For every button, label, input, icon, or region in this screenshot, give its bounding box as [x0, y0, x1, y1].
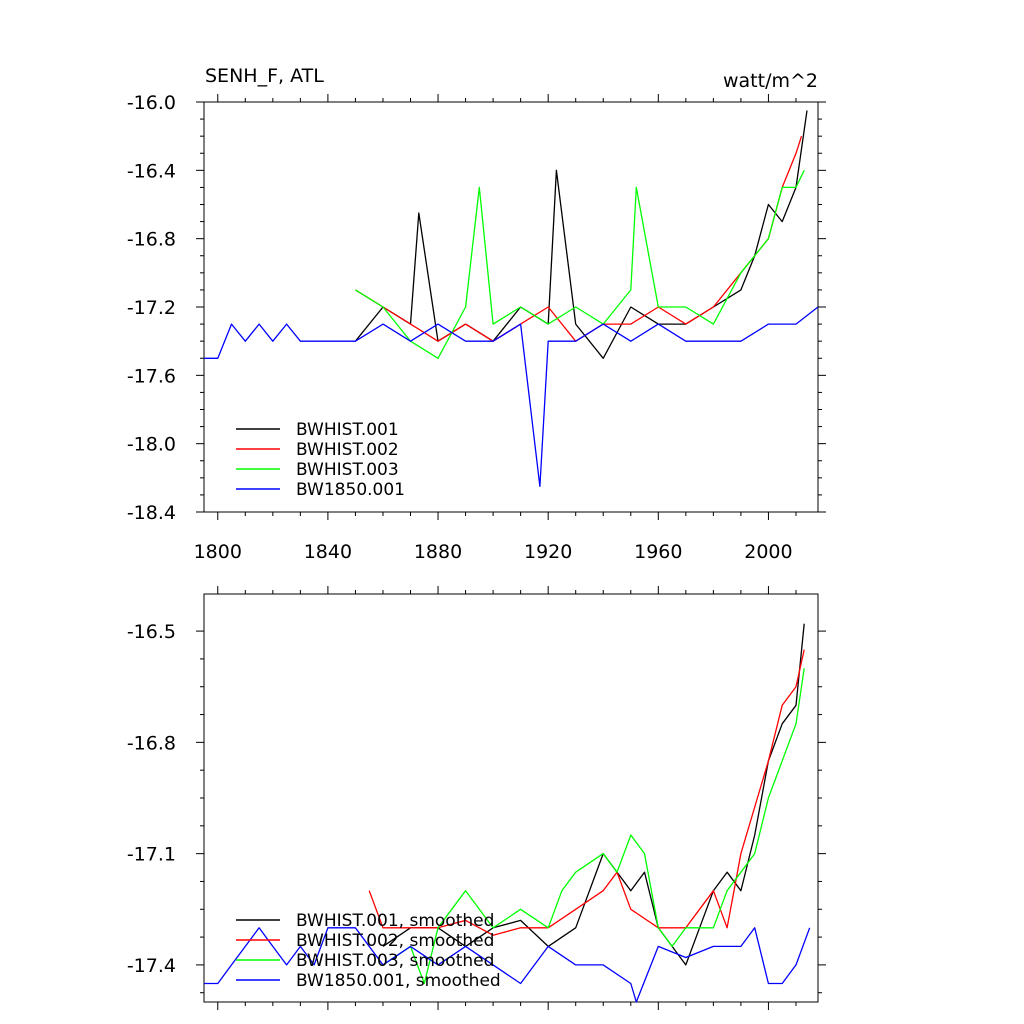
series-line-bwhist-002	[368, 649, 805, 936]
legend-label: BW1850.001	[296, 480, 405, 500]
series-line-bwhist-003	[382, 668, 805, 985]
y-tick-label: -16.4	[127, 160, 176, 182]
legend-label: BWHIST.003	[296, 460, 399, 480]
x-tick-label: 1800	[194, 541, 242, 563]
x-tick-label: 1840	[304, 541, 352, 563]
y-tick-label: -16.5	[127, 621, 176, 643]
x-tick-label: 2000	[744, 541, 792, 563]
legend-label: BWHIST.001	[296, 420, 399, 440]
y-tick-label: -16.8	[127, 732, 176, 754]
y-tick-label: -17.2	[127, 297, 176, 319]
top-chart-units: watt/m^2	[723, 70, 818, 92]
series-line-bwhist-001	[382, 623, 805, 966]
series-line-bwhist-001	[354, 110, 808, 359]
series-line-bw1850-001	[204, 927, 811, 1003]
bottom-panel: -16.5 -16.8 -17.1 -17.4 BWHIST.001, smoothe…	[127, 586, 826, 1010]
legend-label: BW1850.001, smoothed	[296, 971, 501, 991]
y-tick-label: -17.1	[127, 844, 176, 866]
top-chart-title: SENH_F, ATL	[205, 65, 324, 87]
x-tick-label: 1960	[634, 541, 682, 563]
y-tick-label: -18.0	[127, 434, 176, 456]
y-tick-label: -18.4	[127, 502, 176, 524]
top-series-group	[204, 110, 819, 488]
bottom-axis-ticks: -16.5 -16.8 -17.1 -17.4	[127, 586, 826, 1010]
bottom-series-group	[204, 623, 811, 1003]
y-tick-label: -16.8	[127, 229, 176, 251]
legend-label: BWHIST.002	[296, 440, 399, 460]
legend-label: BWHIST.003, smoothed	[296, 951, 494, 971]
series-line-bw1850-001	[204, 306, 819, 488]
y-tick-label: -16.0	[127, 92, 176, 114]
top-axis-ticks: 1800 1840 1880 1920 1960 2000 -16.0 -16.4 -16.8 -…	[127, 92, 826, 563]
y-tick-label: -17.4	[127, 955, 176, 977]
top-panel: SENH_F, ATL watt/m^2 1800 1840 1880 1920 196…	[127, 65, 826, 563]
y-tick-label: -17.6	[127, 365, 176, 387]
legend-label: BWHIST.002, smoothed	[296, 931, 494, 951]
x-tick-label: 1880	[414, 541, 462, 563]
legend-label: BWHIST.001, smoothed	[296, 911, 494, 931]
x-tick-label: 1920	[524, 541, 572, 563]
